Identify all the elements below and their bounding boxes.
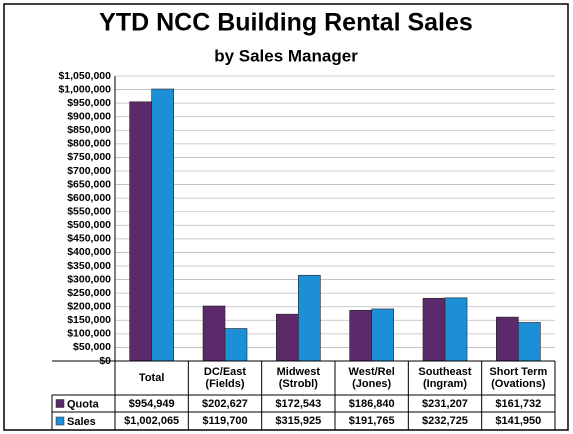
y-tick-label: $250,000 xyxy=(67,287,111,299)
data-label: $954,949 xyxy=(128,397,175,410)
y-tick-label: $300,000 xyxy=(67,273,111,285)
y-tick-label: $1,050,000 xyxy=(58,70,111,82)
bar xyxy=(151,88,174,362)
data-label: $186,840 xyxy=(348,397,395,410)
y-tick-label: $450,000 xyxy=(67,233,111,245)
chart-title: YTD NCC Building Rental Sales xyxy=(99,9,473,37)
bar xyxy=(129,101,152,362)
y-tick-label: $50,000 xyxy=(73,341,111,353)
bar xyxy=(422,297,446,362)
chart-subtitle: by Sales Manager xyxy=(214,46,358,65)
x-tick-label: Midwest (Strobl) xyxy=(276,366,321,390)
x-tick-label: DC/East (Fields) xyxy=(203,366,247,390)
bar xyxy=(202,305,226,362)
x-tick-label: Short Term (Ovations) xyxy=(489,366,548,390)
y-tick-label: $350,000 xyxy=(67,260,111,272)
bar xyxy=(349,309,372,362)
y-tick-label: $500,000 xyxy=(67,219,111,231)
bar xyxy=(496,316,519,362)
y-tick-label: $850,000 xyxy=(67,124,111,136)
y-tick-label: $650,000 xyxy=(67,178,111,190)
bar xyxy=(298,274,321,362)
y-tick-label: $900,000 xyxy=(67,110,111,122)
y-tick-label: $750,000 xyxy=(67,151,111,163)
data-label: $1,002,065 xyxy=(124,415,180,427)
bar xyxy=(444,297,468,362)
y-tick-label: $700,000 xyxy=(67,165,111,177)
data-label: $119,700 xyxy=(202,415,248,427)
y-tick-label: $600,000 xyxy=(67,192,111,204)
data-label: $191,765 xyxy=(348,415,395,427)
x-tick-label: Southeast (Ingram) xyxy=(418,366,472,390)
bar xyxy=(276,313,299,362)
bar xyxy=(371,308,394,362)
y-tick-label: $400,000 xyxy=(67,246,111,258)
y-tick-label: $950,000 xyxy=(67,97,111,109)
data-label: $141,950 xyxy=(495,415,542,427)
data-label: $231,207 xyxy=(422,397,468,410)
data-label: $172,543 xyxy=(275,397,322,410)
y-tick-label: $800,000 xyxy=(67,138,111,150)
y-tick-label: $1,000,000 xyxy=(58,83,111,95)
y-tick-label: $150,000 xyxy=(67,314,111,326)
data-label: $161,732 xyxy=(495,397,542,410)
x-tick-label: Total xyxy=(138,372,165,384)
bar xyxy=(224,328,248,362)
legend-swatch xyxy=(55,416,65,426)
y-tick-label: $100,000 xyxy=(67,328,111,340)
data-label: $202,627 xyxy=(202,397,248,410)
legend-swatch xyxy=(55,399,65,408)
y-tick-label: $200,000 xyxy=(67,300,111,312)
bar xyxy=(518,322,541,362)
data-label: $232,725 xyxy=(422,415,468,427)
legend-label: Sales xyxy=(67,416,96,428)
data-label: $315,925 xyxy=(275,415,322,427)
legend-label: Quota xyxy=(67,398,100,410)
y-tick-label: $550,000 xyxy=(67,205,111,217)
x-tick-label: West/Rel (Jones) xyxy=(348,366,395,390)
